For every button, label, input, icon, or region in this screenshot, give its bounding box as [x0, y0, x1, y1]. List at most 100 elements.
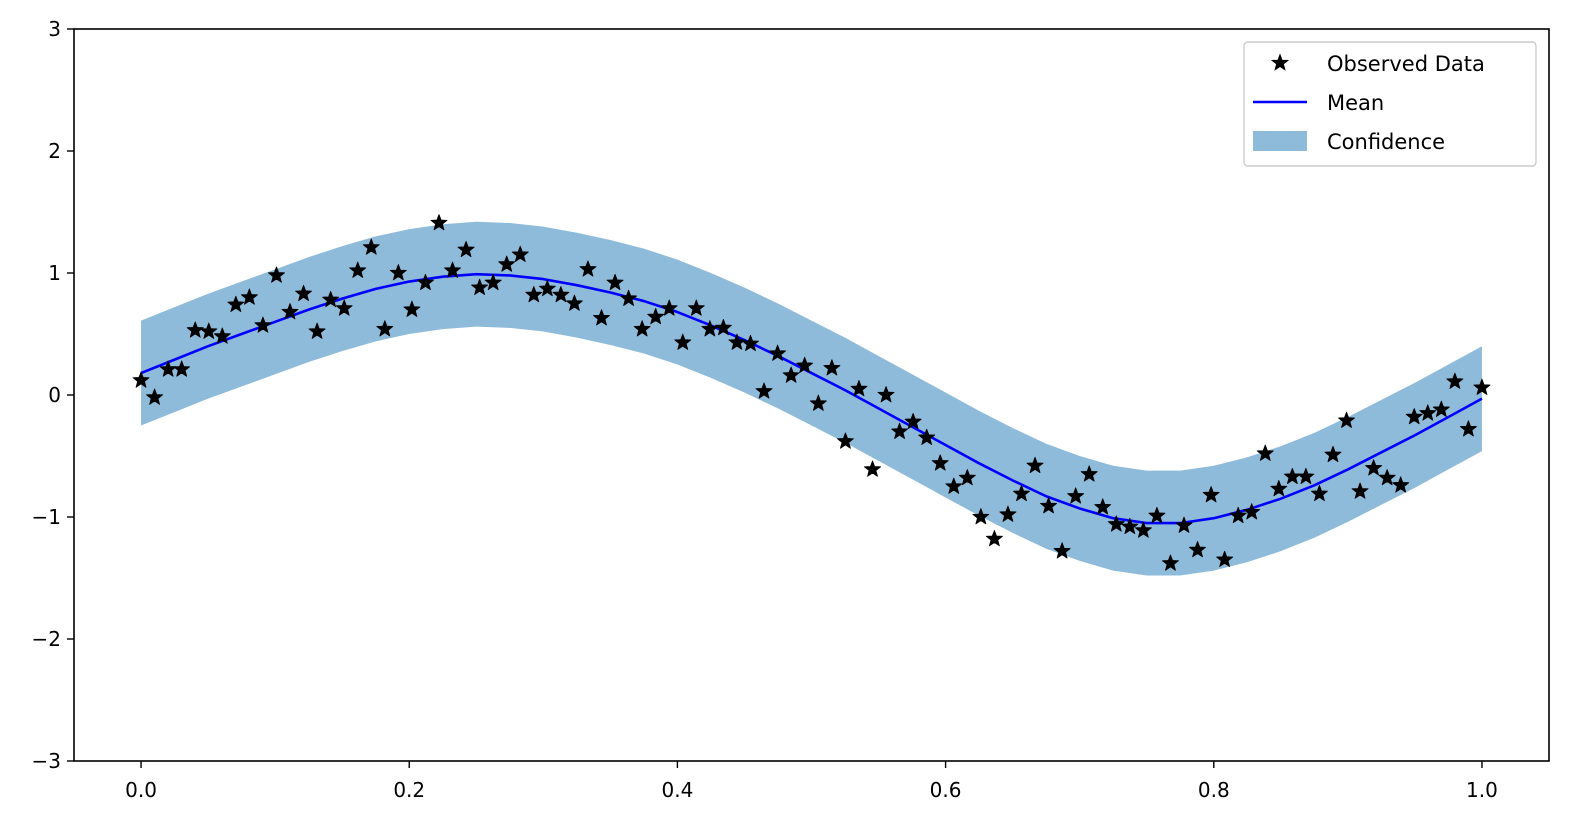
observed-point: [457, 240, 475, 258]
observed-point: [1080, 465, 1098, 482]
observed-point: [173, 360, 191, 377]
observed-point: [1446, 372, 1464, 389]
observed-point: [1310, 484, 1328, 502]
observed-point: [376, 320, 394, 337]
y-axis: −3 −2 −1 0 1 2 3: [32, 17, 74, 773]
observed-point: [823, 359, 841, 376]
observed-point: [1419, 404, 1437, 421]
observed-point: [633, 320, 651, 337]
observed-point: [1270, 480, 1288, 497]
observed-point: [1351, 482, 1369, 499]
observed-point: [864, 460, 881, 477]
observed-point: [335, 299, 353, 316]
mean-layer: [140, 272, 1483, 525]
observed-point: [1053, 542, 1071, 559]
y-tick-label: −2: [32, 627, 61, 651]
x-tick-label: 0.6: [930, 778, 962, 802]
observed-point: [660, 299, 678, 316]
observed-point: [985, 530, 1003, 547]
y-tick-label: 2: [48, 139, 61, 163]
observed-point: [606, 273, 624, 291]
observed-points-layer: [132, 214, 1491, 571]
legend-label: Mean: [1327, 91, 1384, 115]
observed-point: [836, 432, 854, 449]
observed-point: [850, 380, 868, 397]
observed-point: [525, 286, 543, 303]
observed-point: [687, 299, 705, 316]
observed-point: [281, 303, 299, 320]
observed-point: [444, 261, 462, 278]
confidence-band: [141, 221, 1482, 576]
y-tick-label: −3: [32, 749, 61, 773]
observed-point: [796, 356, 814, 373]
observed-point: [295, 284, 313, 302]
observed-point: [593, 309, 610, 326]
y-tick-label: 1: [48, 261, 61, 285]
legend-label: Observed Data: [1327, 52, 1485, 76]
observed-point: [1405, 408, 1423, 425]
observed-point: [972, 508, 990, 525]
observed-point: [1026, 456, 1044, 474]
observed-point: [620, 289, 638, 306]
observed-point: [1392, 476, 1410, 493]
observed-point: [891, 422, 909, 439]
observed-point: [1216, 550, 1234, 567]
legend: Observed Data Mean Confidence: [1243, 41, 1537, 167]
observed-point: [471, 278, 489, 295]
observed-point: [511, 245, 529, 262]
observed-point: [498, 255, 516, 272]
x-tick-label: 0.2: [393, 778, 425, 802]
legend-label: Confidence: [1327, 130, 1445, 154]
y-tick-label: 0: [48, 383, 61, 407]
observed-point: [1040, 497, 1058, 514]
observed-point: [389, 264, 407, 281]
observed-point: [1134, 521, 1152, 538]
observed-point: [484, 273, 502, 291]
observed-point: [674, 333, 692, 350]
observed-point: [769, 344, 787, 361]
confidence-layer: [141, 221, 1482, 576]
observed-point: [132, 371, 150, 388]
legend-observed-marker: [1270, 53, 1290, 71]
observed-point: [1256, 444, 1274, 461]
x-axis: 0.0 0.2 0.4 0.6 0.8 1.0: [125, 761, 1498, 802]
observed-point: [213, 327, 231, 344]
observed-point: [1243, 503, 1261, 520]
observed-point: [1229, 506, 1247, 524]
y-tick-label: 3: [48, 17, 61, 41]
observed-point: [1202, 486, 1220, 503]
observed-point: [1378, 469, 1396, 486]
observed-point: [430, 214, 448, 231]
legend-confidence-swatch: [1253, 131, 1307, 151]
observed-point: [349, 261, 367, 278]
observed-point: [877, 386, 895, 403]
observed-point: [322, 290, 340, 308]
observed-point: [1432, 400, 1450, 417]
observed-point: [240, 288, 258, 305]
observed-point: [579, 260, 597, 277]
observed-point: [416, 273, 434, 291]
observed-point: [552, 286, 570, 303]
observed-point: [999, 505, 1017, 522]
observed-point: [362, 238, 380, 255]
observed-point: [227, 295, 245, 312]
observed-point: [714, 319, 732, 336]
observed-point: [1175, 516, 1193, 533]
observed-point: [146, 388, 164, 405]
observed-point: [1107, 515, 1125, 532]
observed-point: [254, 316, 272, 333]
observed-point: [1121, 517, 1139, 535]
observed-point: [647, 308, 665, 325]
y-tick-label: −1: [32, 505, 61, 529]
observed-point: [1324, 445, 1342, 463]
observed-point: [701, 320, 719, 337]
observed-point: [1365, 459, 1383, 476]
observed-point: [1013, 484, 1030, 502]
observed-point: [1459, 420, 1477, 437]
observed-point: [755, 382, 773, 399]
mean-line: [140, 272, 1483, 525]
observed-point: [403, 300, 421, 317]
observed-point: [308, 322, 326, 339]
observed-point: [918, 428, 936, 445]
